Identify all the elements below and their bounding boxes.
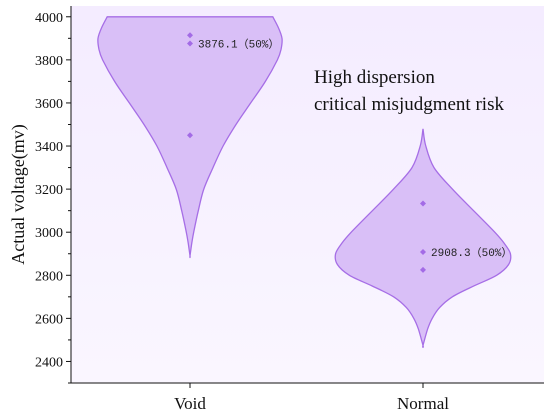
annotation-line-2: critical misjudgment risk xyxy=(314,94,504,115)
y-tick-label: 3400 xyxy=(35,140,63,155)
annotation-line-1: High dispersion xyxy=(314,67,435,88)
violin-normal xyxy=(334,128,512,348)
y-tick-label: 4000 xyxy=(35,11,63,26)
violins: 3876.1（50%） 2908.3（50%） xyxy=(97,16,512,348)
y-tick-label: 3800 xyxy=(35,54,63,69)
y-tick-label: 3600 xyxy=(35,97,63,112)
axes: 2400 2600 2800 3000 3200 3400 3600 3800 4000 Void… xyxy=(35,6,544,413)
x-tick-label-normal: Normal xyxy=(397,394,449,413)
y-tick-label: 2600 xyxy=(35,312,63,327)
median-label-normal: 2908.3（50%） xyxy=(431,246,512,260)
data-point-normal-0 xyxy=(420,200,426,207)
data-point-void-2 xyxy=(187,132,193,139)
y-tick-label: 3000 xyxy=(35,226,63,241)
y-tick-label: 3200 xyxy=(35,183,63,198)
data-point-normal-1 xyxy=(420,248,426,255)
y-axis-title: Actual voltage(mv) xyxy=(8,124,29,264)
x-tick-label-void: Void xyxy=(174,394,206,413)
data-point-void-0 xyxy=(187,32,193,39)
median-label-void: 3876.1（50%） xyxy=(198,37,279,51)
data-point-normal-2 xyxy=(420,266,426,273)
y-tick-label: 2400 xyxy=(35,355,63,370)
data-point-void-1 xyxy=(187,40,193,47)
y-tick-label: 2800 xyxy=(35,269,63,284)
